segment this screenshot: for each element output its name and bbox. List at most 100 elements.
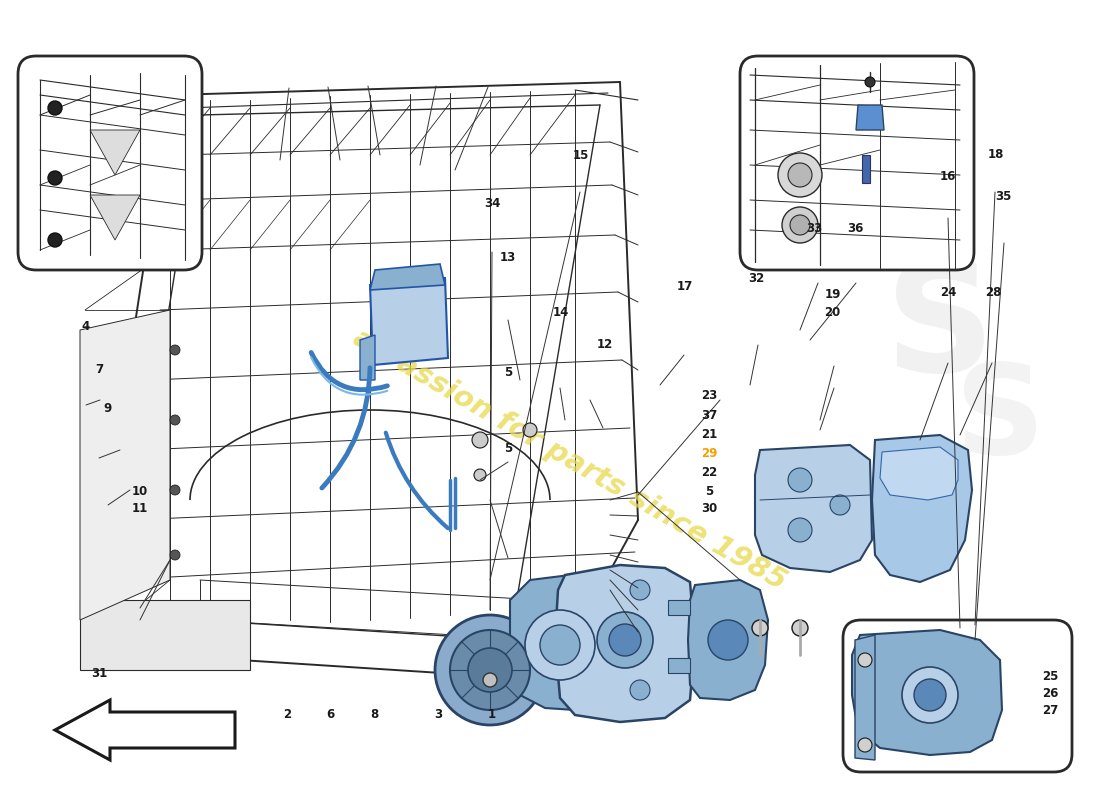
Text: 23: 23 <box>702 389 717 402</box>
Text: 25: 25 <box>1043 670 1058 682</box>
Circle shape <box>522 423 537 437</box>
Polygon shape <box>90 195 140 240</box>
Circle shape <box>630 580 650 600</box>
Circle shape <box>48 171 62 185</box>
Text: S: S <box>955 359 1045 481</box>
Text: 6: 6 <box>326 708 334 721</box>
Text: 27: 27 <box>1043 704 1058 717</box>
Text: 30: 30 <box>702 502 717 514</box>
FancyBboxPatch shape <box>740 56 974 270</box>
Text: 3: 3 <box>433 708 442 721</box>
Text: 5: 5 <box>705 485 714 498</box>
Circle shape <box>752 620 768 636</box>
Polygon shape <box>360 335 375 380</box>
Text: 5: 5 <box>504 442 513 455</box>
Text: 11: 11 <box>132 502 147 514</box>
Polygon shape <box>55 700 235 760</box>
FancyBboxPatch shape <box>18 56 202 270</box>
Circle shape <box>790 215 810 235</box>
Text: 22: 22 <box>702 466 717 479</box>
Text: 35: 35 <box>996 190 1011 202</box>
Text: 14: 14 <box>553 306 569 318</box>
Circle shape <box>865 77 874 87</box>
Bar <box>668 658 690 673</box>
Text: 8: 8 <box>370 708 378 721</box>
Circle shape <box>483 673 497 687</box>
Text: 18: 18 <box>988 148 1003 161</box>
Text: 9: 9 <box>103 402 112 414</box>
Text: 31: 31 <box>91 667 107 680</box>
Text: 28: 28 <box>986 286 1001 298</box>
Circle shape <box>474 469 486 481</box>
Polygon shape <box>856 105 884 130</box>
Circle shape <box>630 680 650 700</box>
Text: 1: 1 <box>487 708 496 721</box>
Circle shape <box>902 667 958 723</box>
Circle shape <box>450 630 530 710</box>
Circle shape <box>788 468 812 492</box>
Text: 26: 26 <box>1043 687 1058 700</box>
Text: 36: 36 <box>848 222 864 235</box>
Circle shape <box>170 550 180 560</box>
Circle shape <box>788 518 812 542</box>
Text: 29: 29 <box>702 447 717 460</box>
Text: 32: 32 <box>749 272 764 285</box>
Text: 24: 24 <box>940 286 956 298</box>
Polygon shape <box>370 278 448 365</box>
Circle shape <box>792 620 808 636</box>
Circle shape <box>48 233 62 247</box>
Text: 15: 15 <box>573 149 588 162</box>
Polygon shape <box>852 630 1002 755</box>
Text: 20: 20 <box>825 306 840 318</box>
Polygon shape <box>880 447 958 500</box>
Text: 37: 37 <box>702 409 717 422</box>
Circle shape <box>468 648 512 692</box>
Circle shape <box>170 485 180 495</box>
Circle shape <box>540 625 580 665</box>
Polygon shape <box>370 264 446 290</box>
Text: 10: 10 <box>132 485 147 498</box>
Text: 5: 5 <box>504 366 513 378</box>
Circle shape <box>609 624 641 656</box>
Circle shape <box>597 612 653 668</box>
Text: 4: 4 <box>81 320 90 333</box>
Polygon shape <box>80 310 170 620</box>
Text: S: S <box>884 255 996 405</box>
Text: 19: 19 <box>825 288 840 301</box>
Circle shape <box>48 101 62 115</box>
Circle shape <box>858 738 872 752</box>
Bar <box>668 600 690 615</box>
Text: 33: 33 <box>806 222 822 235</box>
Circle shape <box>525 610 595 680</box>
Circle shape <box>778 153 822 197</box>
Text: 34: 34 <box>485 197 501 210</box>
Text: 16: 16 <box>940 170 956 182</box>
Circle shape <box>708 620 748 660</box>
Text: 21: 21 <box>702 428 717 441</box>
Circle shape <box>782 207 818 243</box>
Circle shape <box>914 679 946 711</box>
Text: 2: 2 <box>283 708 292 721</box>
Polygon shape <box>556 565 695 722</box>
Text: 12: 12 <box>597 338 613 350</box>
Circle shape <box>472 432 488 448</box>
Bar <box>80 600 250 670</box>
Polygon shape <box>872 435 972 582</box>
Polygon shape <box>855 635 875 760</box>
Polygon shape <box>90 130 140 175</box>
FancyBboxPatch shape <box>843 620 1072 772</box>
Bar <box>862 155 870 183</box>
Polygon shape <box>688 580 768 700</box>
Circle shape <box>830 495 850 515</box>
Polygon shape <box>510 575 615 710</box>
Circle shape <box>170 345 180 355</box>
Circle shape <box>170 415 180 425</box>
Text: a passion for parts since 1985: a passion for parts since 1985 <box>349 324 792 596</box>
Polygon shape <box>755 445 872 572</box>
Circle shape <box>858 653 872 667</box>
Text: 17: 17 <box>678 280 693 293</box>
Circle shape <box>788 163 812 187</box>
Circle shape <box>434 615 544 725</box>
Text: 13: 13 <box>500 251 516 264</box>
Text: 7: 7 <box>95 363 103 376</box>
